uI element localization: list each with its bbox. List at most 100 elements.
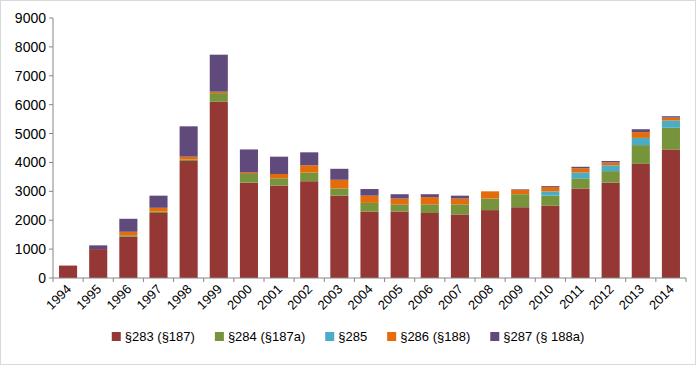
x-tick	[595, 278, 596, 282]
x-tick-label: 1996	[103, 282, 134, 313]
legend-label: §284 (§187a)	[228, 329, 305, 344]
legend-label: §287 (§ 188a)	[503, 329, 584, 344]
bar	[300, 165, 318, 172]
x-tick	[475, 278, 476, 282]
y-tick	[49, 133, 53, 134]
legend-swatch	[387, 332, 396, 341]
bar	[391, 204, 409, 211]
x-tick-label: 2003	[314, 282, 345, 313]
bar	[270, 174, 288, 178]
bar	[602, 161, 620, 162]
bar	[270, 186, 288, 278]
legend: §283 (§187)§284 (§187a)§285§286 (§188)§2…	[112, 329, 584, 344]
bar	[632, 138, 650, 145]
bar	[571, 168, 589, 172]
bar	[541, 191, 559, 195]
bar	[481, 199, 499, 211]
x-tick-label: 2005	[375, 282, 406, 313]
x-tick-label: 1999	[194, 282, 225, 313]
bar	[662, 116, 680, 117]
x-tick	[565, 278, 566, 282]
y-tick-label: 1000	[15, 241, 46, 257]
x-tick-label: 1995	[73, 282, 104, 313]
x-tick	[113, 278, 114, 282]
bar	[511, 207, 529, 278]
bar	[270, 178, 288, 185]
y-tick	[49, 46, 53, 47]
x-tick-label: 2004	[345, 282, 376, 313]
x-tick-label: 2014	[646, 282, 677, 313]
y-tick-label: 6000	[15, 97, 46, 113]
bar	[421, 194, 439, 197]
y-tick-label: 8000	[15, 39, 46, 55]
bar	[210, 102, 228, 278]
bar	[330, 180, 348, 189]
x-tick	[655, 278, 656, 282]
x-tick	[444, 278, 445, 282]
bar	[240, 173, 258, 174]
x-tick	[384, 278, 385, 282]
y-tick-label: 7000	[15, 68, 46, 84]
bar	[451, 196, 469, 199]
bar	[59, 265, 77, 266]
y-tick	[49, 191, 53, 192]
bars	[59, 55, 680, 278]
bar	[451, 199, 469, 205]
bar	[571, 178, 589, 188]
bar	[632, 145, 650, 164]
y-tick	[49, 162, 53, 163]
bar	[632, 164, 650, 278]
bar	[391, 194, 409, 198]
bar	[662, 128, 680, 150]
bar	[300, 152, 318, 165]
bar	[210, 92, 228, 93]
bar	[451, 204, 469, 214]
bar	[149, 208, 167, 212]
bar	[180, 160, 198, 161]
x-tick-label: 1998	[164, 282, 195, 313]
bar	[240, 174, 258, 183]
bar	[210, 93, 228, 94]
x-tick-label: 2012	[586, 282, 617, 313]
bar	[541, 206, 559, 278]
bar	[210, 55, 228, 92]
chart: 0100020003000400050006000700080009000199…	[0, 0, 696, 365]
bar	[602, 165, 620, 171]
y-axis	[53, 18, 54, 278]
bar	[180, 161, 198, 278]
bar	[632, 129, 650, 132]
x-tick-label: 1994	[43, 282, 74, 313]
bar	[59, 265, 77, 266]
x-tick-label: 2006	[405, 282, 436, 313]
x-tick-label: 2013	[616, 282, 647, 313]
bar	[119, 219, 137, 232]
x-tick	[53, 278, 54, 282]
bar	[602, 162, 620, 165]
bar	[421, 204, 439, 213]
bar	[391, 199, 409, 205]
bar	[511, 189, 529, 191]
y-tick	[49, 18, 53, 19]
legend-swatch	[215, 332, 224, 341]
bar	[59, 265, 77, 266]
bar	[210, 93, 228, 102]
bar	[632, 132, 650, 138]
bar	[149, 212, 167, 213]
bar	[602, 171, 620, 183]
bar	[360, 203, 378, 212]
x-tick-label: 2011	[556, 282, 586, 312]
y-tick-label: 2000	[15, 212, 46, 228]
bar	[240, 174, 258, 175]
y-tick	[49, 104, 53, 105]
bar	[300, 181, 318, 278]
bar	[89, 245, 107, 249]
x-tick-label: 2008	[465, 282, 496, 313]
bar	[330, 188, 348, 195]
bar	[330, 169, 348, 180]
bar	[421, 197, 439, 204]
bar	[149, 196, 167, 208]
x-tick-label: 2010	[525, 282, 556, 313]
x-tick	[203, 278, 204, 282]
x-tick	[686, 278, 687, 282]
x-tick-label: 2007	[435, 282, 466, 313]
